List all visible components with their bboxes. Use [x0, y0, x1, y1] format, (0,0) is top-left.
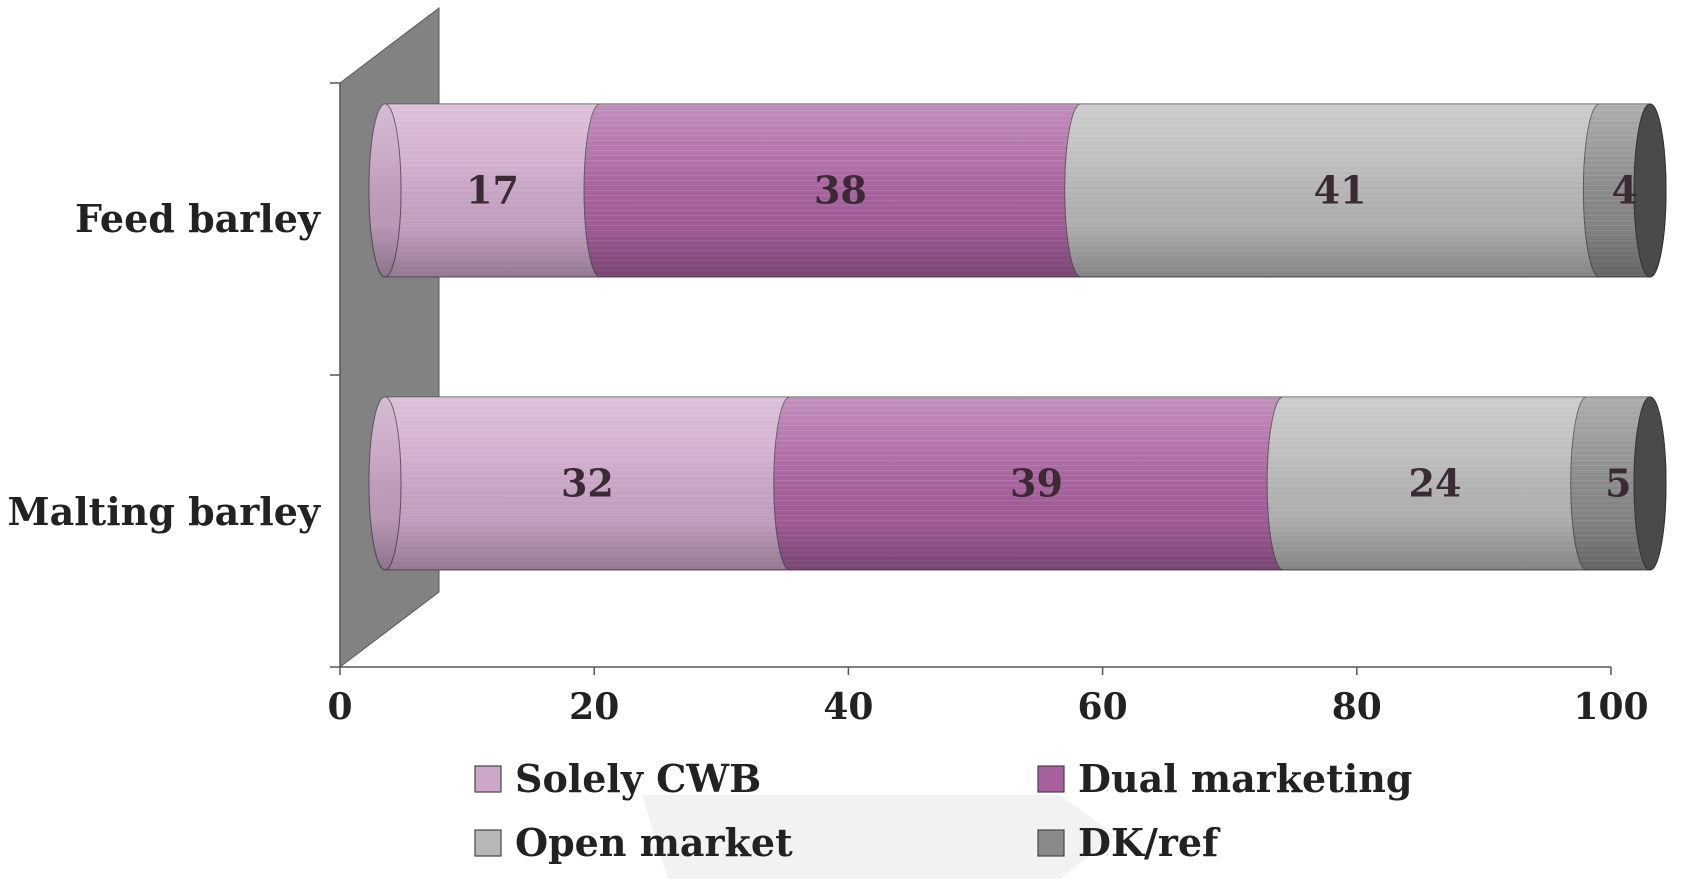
legend-swatch [1037, 765, 1065, 793]
x-tick-label: 40 [823, 686, 873, 728]
legend-label: DK/ref [1078, 820, 1221, 865]
bar-segment: 4 [1582, 103, 1667, 278]
legend-label: Open market [515, 820, 793, 865]
legend-label: Solely CWB [515, 756, 761, 801]
x-tick-label: 100 [1573, 686, 1648, 728]
category-labels: Feed barley Malting barley [8, 196, 321, 534]
x-tick-label: 0 [327, 686, 352, 728]
bar-value-label: 17 [466, 168, 519, 213]
bar-value-label: 24 [1409, 461, 1462, 506]
legend-item: Dual marketing [1037, 756, 1412, 801]
legend: Solely CWB Dual marketing Open market DK/re… [474, 756, 1412, 865]
background-arrow-shape [642, 795, 1115, 879]
bar-value-label: 4 [1611, 168, 1637, 213]
bar-segment: 38 [583, 103, 1098, 278]
x-tick-label: 80 [1332, 686, 1382, 728]
bar-segment: 32 [368, 396, 807, 571]
value-axis-ticks: 0 20 40 60 80 100 [327, 667, 1649, 728]
bar-segments: 17 38 41 4 32 39 24 5 [368, 103, 1667, 571]
bar-value-label: 39 [1010, 461, 1063, 506]
bar-segment: 24 [1266, 396, 1604, 571]
bar-value-label: 38 [814, 168, 867, 213]
x-tick-label: 20 [569, 686, 619, 728]
legend-swatch [1037, 829, 1065, 857]
category-label: Feed barley [75, 196, 321, 241]
bar-value-label: 41 [1314, 168, 1367, 213]
x-tick-label: 60 [1078, 686, 1128, 728]
legend-swatch [474, 829, 502, 857]
bar-segment: 5 [1570, 396, 1667, 571]
category-label: Malting barley [8, 489, 321, 534]
legend-item: Open market [474, 820, 793, 865]
category-axis-ticks [330, 82, 340, 668]
bar-segment: 41 [1064, 103, 1616, 278]
bar-segment: 17 [368, 103, 617, 278]
legend-item: Solely CWB [474, 756, 761, 801]
bar-value-label: 5 [1605, 461, 1631, 506]
bar-value-label: 32 [561, 461, 614, 506]
legend-item: DK/ref [1037, 820, 1221, 865]
legend-label: Dual marketing [1078, 756, 1412, 801]
bar-segment: 39 [773, 396, 1300, 571]
legend-swatch [474, 765, 502, 793]
